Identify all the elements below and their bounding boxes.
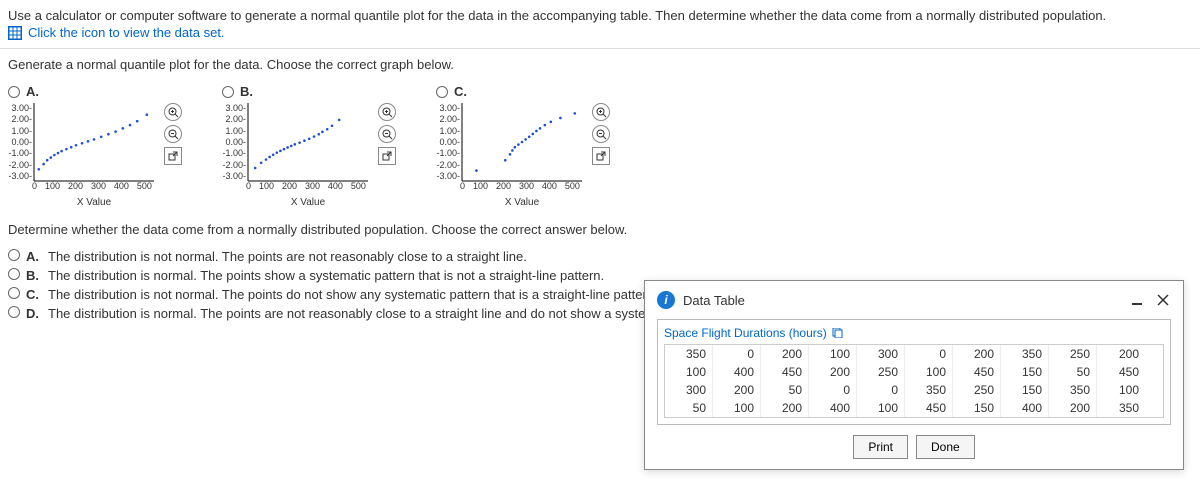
table-row: 3002005000350250150350100 [665,381,1163,399]
table-cell: 100 [809,345,857,363]
table-cell: 0 [713,345,761,363]
table-cell: 450 [953,363,1001,381]
option-a-label: A. [26,84,39,99]
zoom-out-icon[interactable] [164,125,182,143]
zoom-in-icon[interactable] [592,103,610,121]
radio-answer-d[interactable] [8,306,20,318]
zoom-out-icon[interactable] [378,125,396,143]
table-cell: 200 [713,381,761,399]
info-icon: i [657,291,675,309]
popout-icon[interactable] [164,147,182,165]
zoom-in-icon[interactable] [164,103,182,121]
zoom-out-icon[interactable] [592,125,610,143]
radio-answer-a[interactable] [8,249,20,261]
table-cell: 0 [905,345,953,363]
table-cell: 100 [1097,381,1145,399]
chart-a: 3.00-2.00-1.00-0.00--1.00--2.00--3.00- 0… [8,103,158,193]
table-cell: 100 [713,399,761,417]
table-cell: 100 [905,363,953,381]
popout-icon[interactable] [592,147,610,165]
table-cell: 100 [857,399,905,417]
radio-option-c[interactable] [436,86,448,98]
answer-a-label: A. [26,249,42,264]
table-cell: 200 [761,399,809,417]
table-row: 10040045020025010045015050450 [665,363,1163,381]
table-cell: 400 [713,363,761,381]
table-cell: 250 [857,363,905,381]
table-cell: 300 [665,381,713,399]
table-cell: 350 [665,345,713,363]
answer-d-text: The distribution is normal. The points a… [48,306,695,321]
table-cell: 450 [905,399,953,417]
option-c-label: C. [454,84,467,99]
table-cell: 250 [1049,345,1097,363]
data-grid: 3500200100300020035025020010040045020025… [664,344,1164,418]
answer-d-label: D. [26,306,42,321]
table-cell: 400 [809,399,857,417]
table-cell: 200 [1097,345,1145,363]
data-table-dialog: i Data Table Space Flight Durations (hou… [644,280,1184,470]
data-table-icon[interactable] [8,26,22,40]
done-button[interactable]: Done [916,435,975,459]
answer-c-label: C. [26,287,42,302]
view-data-link[interactable]: Click the icon to view the data set. [28,25,225,40]
table-cell: 200 [953,345,1001,363]
answer-c-text: The distribution is not normal. The poin… [48,287,658,302]
table-cell: 0 [857,381,905,399]
table-cell: 450 [1097,363,1145,381]
table-cell: 150 [953,399,1001,417]
radio-answer-c[interactable] [8,287,20,299]
minimize-icon[interactable] [1129,292,1145,308]
close-icon[interactable] [1155,292,1171,308]
table-cell: 150 [1001,381,1049,399]
print-button[interactable]: Print [853,435,908,459]
table-cell: 0 [809,381,857,399]
table-cell: 250 [953,381,1001,399]
table-cell: 350 [1001,345,1049,363]
answer-a-text: The distribution is not normal. The poin… [48,249,527,264]
chart-b: 3.00-2.00-1.00-0.00--1.00--2.00--3.00- 0… [222,103,372,193]
dialog-title: Data Table [683,293,745,308]
radio-answer-b[interactable] [8,268,20,280]
table-cell: 150 [1001,363,1049,381]
answer-b-text: The distribution is normal. The points s… [48,268,604,283]
table-cell: 100 [665,363,713,381]
table-cell: 350 [1097,399,1145,417]
option-b-label: B. [240,84,253,99]
zoom-in-icon[interactable] [378,103,396,121]
popout-icon[interactable] [378,147,396,165]
table-cell: 300 [857,345,905,363]
table-cell: 200 [809,363,857,381]
table-cell: 200 [761,345,809,363]
choose-graph-prompt: Generate a normal quantile plot for the … [0,49,1200,80]
table-cell: 50 [761,381,809,399]
table-row: 35002001003000200350250200 [665,345,1163,363]
chart-c: 3.00-2.00-1.00-0.00--1.00--2.00--3.00- 0… [436,103,586,193]
table-title[interactable]: Space Flight Durations (hours) [664,326,1164,340]
table-cell: 200 [1049,399,1097,417]
table-cell: 400 [1001,399,1049,417]
instruction-text: Use a calculator or computer software to… [8,8,1106,23]
table-row: 50100200400100450150400200350 [665,399,1163,417]
radio-option-a[interactable] [8,86,20,98]
table-cell: 350 [1049,381,1097,399]
question2-prompt: Determine whether the data come from a n… [0,212,1200,241]
answer-b-label: B. [26,268,42,283]
table-cell: 350 [905,381,953,399]
table-cell: 50 [665,399,713,417]
copy-icon[interactable] [831,328,843,338]
table-cell: 450 [761,363,809,381]
table-cell: 50 [1049,363,1097,381]
radio-option-b[interactable] [222,86,234,98]
